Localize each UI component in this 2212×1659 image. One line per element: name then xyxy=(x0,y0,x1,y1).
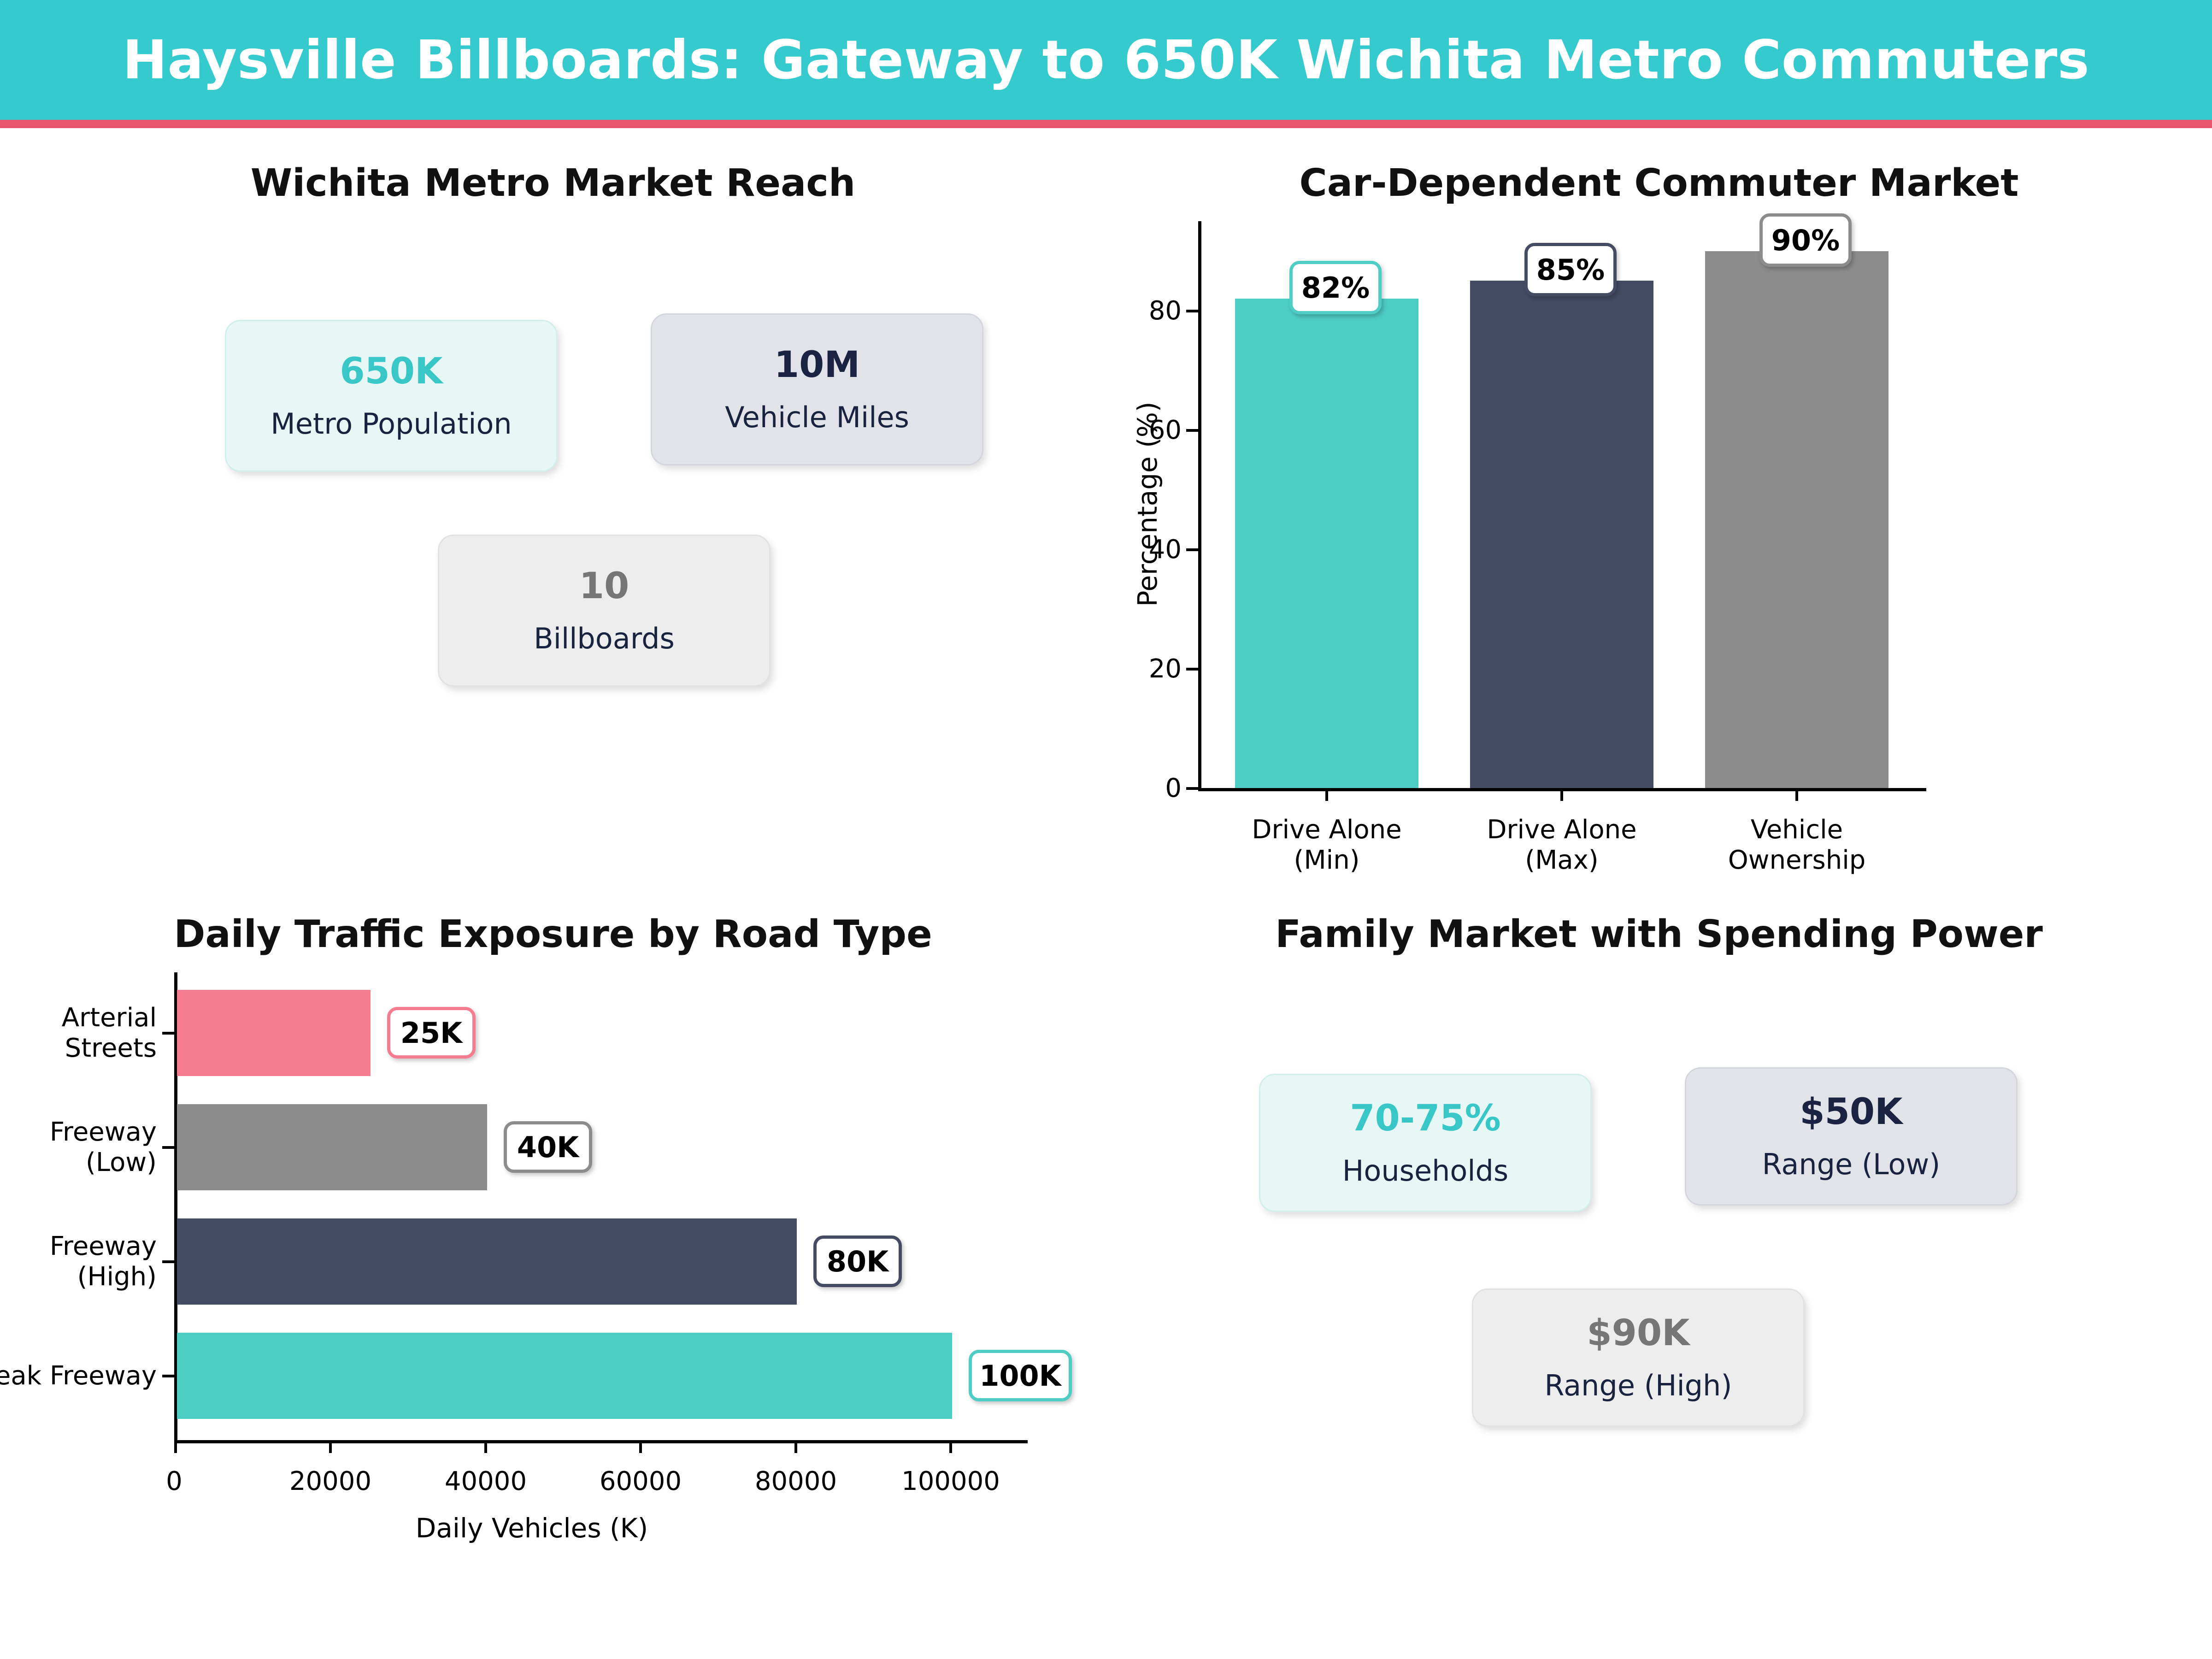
y-tick-label-line: (High) xyxy=(77,1262,157,1292)
panel-commuter-market-title: Car-Dependent Commuter Market xyxy=(1299,161,2019,205)
y-tick-label: Arterial Streets xyxy=(0,1003,157,1064)
y-tick-label: Freeway (Low) xyxy=(0,1117,157,1178)
y-tick xyxy=(162,1375,175,1377)
x-axis-spine xyxy=(174,1440,1028,1443)
x-tick-label-line: Vehicle xyxy=(1750,815,1843,845)
x-tick-label: 100000 xyxy=(901,1466,1000,1496)
bar-data-label: 80K xyxy=(813,1235,902,1287)
x-tick xyxy=(174,1440,177,1453)
kpi-value: 70-75% xyxy=(1350,1098,1501,1139)
bar-data-label: 90% xyxy=(1759,213,1852,267)
y-tick xyxy=(162,1146,175,1149)
y-tick xyxy=(1186,548,1199,551)
panel-commuter-market: Car-Dependent Commuter Market 0 20 40 60… xyxy=(1106,138,2212,885)
bar-drive-alone-max[interactable] xyxy=(1470,281,1653,788)
kpi-card-range-high[interactable]: $90K Range (High) xyxy=(1472,1288,1805,1427)
kpi-value: $90K xyxy=(1587,1312,1690,1354)
x-tick-label: 20000 xyxy=(289,1466,372,1496)
panel-family-market: Family Market with Spending Power 70-75%… xyxy=(1106,889,2212,1659)
bar-vehicle-ownership[interactable] xyxy=(1705,251,1888,788)
x-tick-label: 60000 xyxy=(599,1466,682,1496)
y-tick xyxy=(1186,787,1199,790)
bar-data-label: 40K xyxy=(504,1121,592,1173)
kpi-card-range-low[interactable]: $50K Range (Low) xyxy=(1685,1067,2018,1206)
panel-market-reach-title: Wichita Metro Market Reach xyxy=(250,161,856,205)
bar-data-label: 82% xyxy=(1289,261,1382,314)
kpi-value: 10M xyxy=(774,344,860,386)
kpi-label: Billboards xyxy=(534,622,675,655)
bar-freeway-low[interactable] xyxy=(177,1104,487,1190)
bar-data-label: 25K xyxy=(387,1007,476,1059)
bar-freeway-high[interactable] xyxy=(177,1218,797,1305)
y-tick-label-line: Arterial xyxy=(61,1003,157,1033)
x-tick xyxy=(484,1440,487,1453)
panel-market-reach: Wichita Metro Market Reach 650K Metro Po… xyxy=(0,138,1106,885)
bar-peak-freeway[interactable] xyxy=(177,1333,952,1419)
x-tick xyxy=(639,1440,642,1453)
x-tick-label: Drive Alone (Max) xyxy=(1447,815,1677,876)
x-tick-label-line: Drive Alone xyxy=(1252,815,1402,845)
panel-traffic-exposure: Daily Traffic Exposure by Road Type 25K … xyxy=(0,889,1106,1659)
x-tick-label-line: Ownership xyxy=(1728,845,1866,876)
y-axis-spine xyxy=(1198,221,1201,790)
kpi-value: 650K xyxy=(340,351,443,392)
x-tick xyxy=(329,1440,332,1453)
y-tick xyxy=(1186,429,1199,432)
bar-data-label: 100K xyxy=(969,1350,1072,1401)
y-tick-label: Peak Freeway xyxy=(0,1361,157,1391)
kpi-value: $50K xyxy=(1800,1091,1903,1133)
x-tick xyxy=(1795,788,1798,801)
kpi-label: Range (High) xyxy=(1544,1369,1732,1402)
y-tick xyxy=(162,1260,175,1263)
x-tick-label-line: Drive Alone xyxy=(1487,815,1637,845)
x-tick-label: 40000 xyxy=(444,1466,527,1496)
x-tick-label-line: (Min) xyxy=(1294,845,1360,876)
y-tick-label: Freeway (High) xyxy=(0,1231,157,1292)
x-tick xyxy=(794,1440,797,1453)
y-tick-label: 40 xyxy=(1148,535,1182,565)
y-tick-label: 80 xyxy=(1148,296,1182,326)
x-tick-label-line: (Max) xyxy=(1525,845,1599,876)
kpi-card-vehicle-miles[interactable]: 10M Vehicle Miles xyxy=(651,313,983,465)
bar-arterial-streets[interactable] xyxy=(177,990,371,1076)
kpi-card-metro-population[interactable]: 650K Metro Population xyxy=(225,320,558,472)
y-tick-label-line: Freeway xyxy=(49,1231,157,1261)
x-tick xyxy=(1325,788,1328,801)
y-tick xyxy=(1186,310,1199,312)
kpi-card-households[interactable]: 70-75% Households xyxy=(1259,1074,1592,1212)
kpi-label: Vehicle Miles xyxy=(725,400,909,434)
x-tick-label: 0 xyxy=(166,1466,182,1496)
page-title: Haysville Billboards: Gateway to 650K Wi… xyxy=(122,29,2090,91)
y-axis-title: Percentage (%) xyxy=(1132,401,1163,607)
x-tick-label: 80000 xyxy=(754,1466,837,1496)
panel-family-market-title: Family Market with Spending Power xyxy=(1275,912,2043,956)
x-tick-label: Vehicle Ownership xyxy=(1682,815,1912,876)
y-tick xyxy=(1186,668,1199,671)
kpi-label: Metro Population xyxy=(271,407,512,441)
x-axis-title: Daily Vehicles (K) xyxy=(415,1512,648,1544)
x-tick xyxy=(949,1440,952,1453)
kpi-value: 10 xyxy=(579,565,629,607)
bar-data-label: 85% xyxy=(1524,243,1617,296)
y-tick-label-line: Streets xyxy=(65,1033,157,1064)
kpi-card-billboards[interactable]: 10 Billboards xyxy=(438,535,771,687)
y-tick xyxy=(162,1032,175,1035)
y-tick-label: 60 xyxy=(1148,415,1182,445)
page-header: Haysville Billboards: Gateway to 650K Wi… xyxy=(0,0,2212,128)
kpi-label: Households xyxy=(1342,1154,1509,1188)
y-tick-label-line: (Low) xyxy=(86,1147,157,1178)
x-tick-label: Drive Alone (Min) xyxy=(1212,815,1442,876)
y-axis-spine xyxy=(174,972,177,1441)
y-tick-label: 20 xyxy=(1148,654,1182,684)
y-tick-label-line: Freeway xyxy=(49,1117,157,1147)
y-tick-label: 0 xyxy=(1165,773,1182,803)
panel-traffic-exposure-title: Daily Traffic Exposure by Road Type xyxy=(174,912,932,956)
kpi-label: Range (Low) xyxy=(1762,1147,1941,1181)
x-tick xyxy=(1560,788,1563,801)
bar-drive-alone-min[interactable] xyxy=(1235,299,1418,788)
